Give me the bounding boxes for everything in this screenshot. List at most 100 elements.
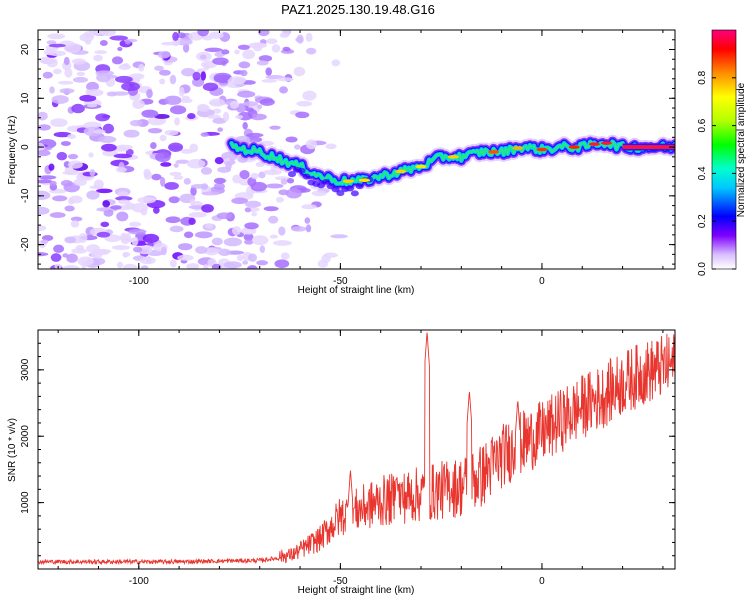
colorbar-tick-label: 0.2 — [697, 214, 708, 228]
noise-blob — [169, 74, 177, 85]
noise-blob — [296, 100, 313, 107]
noise-blob — [265, 183, 284, 189]
noise-blob — [242, 121, 248, 130]
noise-blob — [76, 71, 86, 77]
ridge-spread — [336, 190, 345, 197]
noise-blob — [183, 231, 194, 239]
noise-blob — [123, 129, 140, 138]
noise-blob — [79, 33, 94, 42]
noise-blob — [268, 215, 279, 224]
snr-x-label: Height of straight line (km) — [298, 585, 415, 596]
noise-blob — [209, 98, 226, 107]
noise-blob — [153, 206, 160, 214]
noise-blob — [211, 237, 223, 246]
noise-blob — [248, 42, 268, 49]
noise-blob — [311, 190, 327, 197]
noise-blob — [117, 199, 131, 205]
colorbar-ticks: 0.0 0.2 0.4 0.6 0.8 — [697, 70, 736, 276]
noise-blob — [181, 95, 190, 101]
noise-blob — [238, 61, 251, 69]
noise-blob — [175, 159, 190, 164]
noise-blob — [52, 195, 68, 202]
noise-blob — [259, 98, 275, 106]
noise-blob — [83, 121, 102, 129]
noise-blob — [78, 233, 88, 243]
noise-blob — [52, 68, 62, 75]
noise-blob — [68, 195, 83, 204]
noise-blob — [83, 126, 103, 137]
noise-blob — [218, 248, 231, 257]
noise-blob — [72, 58, 86, 65]
noise-blob — [250, 181, 267, 192]
noise-blob — [168, 142, 184, 152]
noise-blob — [251, 212, 258, 217]
noise-blob — [147, 128, 163, 134]
noise-blob — [207, 114, 221, 119]
noise-blob — [278, 226, 286, 236]
noise-blob — [64, 68, 73, 78]
noise-blob — [244, 239, 254, 245]
noise-blob — [121, 81, 141, 92]
noise-blob — [293, 66, 306, 77]
noise-blob — [57, 80, 74, 85]
noise-blob — [128, 237, 135, 243]
noise-blob — [48, 50, 66, 57]
noise-blob — [256, 60, 269, 66]
y-tick-label: 20 — [20, 44, 31, 56]
spectrogram-y-label: Frequency (Hz) — [7, 116, 18, 185]
noise-blob — [194, 231, 213, 239]
noise-blob — [128, 228, 147, 235]
noise-blob — [176, 32, 186, 39]
noise-blob — [231, 197, 248, 205]
noise-blob — [237, 44, 250, 50]
noise-blob — [285, 136, 298, 143]
noise-blob — [263, 206, 279, 212]
snr-x-ticks: -100 -50 0 — [57, 330, 664, 587]
noise-blob — [53, 131, 72, 138]
noise-blob — [113, 147, 129, 152]
noise-blob — [93, 129, 106, 134]
noise-blob — [305, 224, 312, 233]
noise-blob — [117, 46, 123, 52]
noise-blob — [183, 178, 191, 185]
ridge-hotspot — [447, 155, 459, 159]
noise-blob — [101, 143, 117, 152]
noise-blob — [125, 39, 131, 45]
noise-blob — [139, 257, 156, 265]
noise-blob — [159, 69, 171, 76]
noise-blob — [212, 57, 229, 65]
noise-blob — [265, 67, 273, 76]
noise-blob — [50, 118, 68, 128]
noise-blob — [276, 77, 294, 82]
y-tick-label: 2000 — [20, 425, 31, 448]
noise-blob — [117, 191, 129, 198]
noise-blob — [271, 44, 281, 53]
noise-blob — [71, 103, 85, 114]
noise-blob — [323, 252, 338, 258]
noise-blob — [250, 113, 267, 121]
noise-blob — [266, 38, 278, 45]
noise-blob — [129, 221, 142, 227]
noise-blob — [235, 114, 244, 119]
noise-blob — [132, 246, 143, 253]
noise-blob — [94, 50, 108, 55]
noise-blob — [186, 159, 206, 169]
noise-blob — [221, 49, 230, 55]
noise-blob — [86, 81, 99, 92]
noise-blob — [177, 243, 193, 251]
noise-blob — [234, 49, 240, 55]
ridge-spread — [297, 167, 306, 174]
noise-blob — [281, 30, 291, 37]
noise-blob — [95, 113, 110, 122]
noise-blob — [122, 251, 131, 257]
noise-blob — [304, 217, 311, 224]
noise-blob — [203, 263, 209, 269]
noise-blob — [113, 153, 133, 159]
noise-blob — [71, 248, 88, 254]
noise-blob — [169, 225, 184, 233]
ridge-hotspot — [488, 150, 500, 154]
snr-series-line — [38, 332, 675, 566]
noise-blob — [154, 65, 164, 71]
noise-blob — [168, 196, 180, 204]
